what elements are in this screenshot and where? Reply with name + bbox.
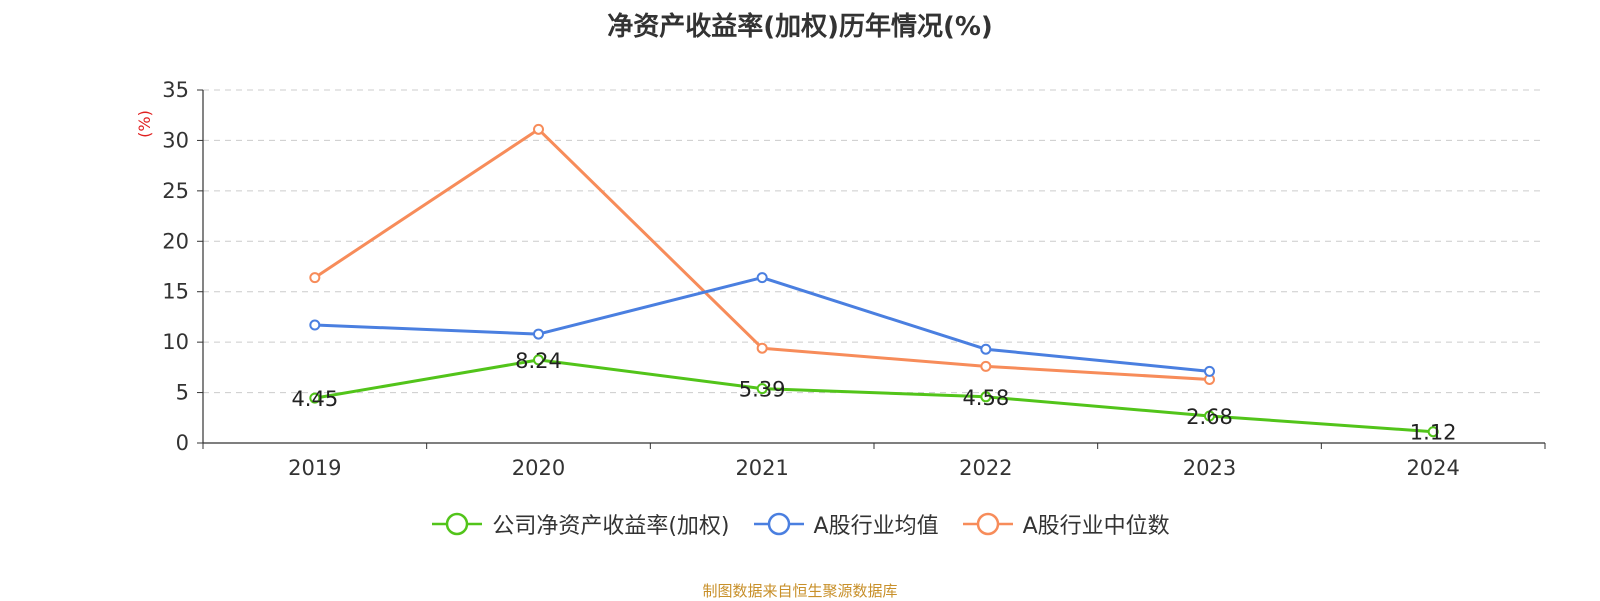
legend-item[interactable]: A股行业中位数 — [961, 508, 1170, 540]
y-tick-label: 25 — [162, 179, 189, 203]
legend-marker-icon — [962, 512, 1013, 536]
data-label: 4.58 — [962, 386, 1009, 410]
y-tick-label: 35 — [162, 78, 189, 102]
x-tick-label: 2022 — [959, 456, 1012, 480]
data-label: 2.68 — [1186, 405, 1233, 429]
data-point — [533, 354, 544, 366]
data-label: 8.24 — [515, 349, 562, 373]
data-point — [533, 123, 544, 135]
data-point — [980, 360, 992, 372]
data-point — [1204, 365, 1215, 377]
chart-legend: 公司净资产收益率(加权) A股行业均值 A股行业中位数 — [0, 508, 1600, 540]
data-point — [1204, 410, 1215, 422]
y-tick-label: 30 — [162, 128, 189, 152]
chart-title: 净资产收益率(加权)历年情况(%) — [607, 12, 993, 42]
legend-marker-icon — [432, 512, 483, 536]
data-point — [756, 272, 768, 284]
legend-item[interactable]: A股行业均值 — [752, 508, 939, 540]
data-label: 4.45 — [291, 387, 338, 411]
y-tick-label: 15 — [162, 280, 189, 304]
data-point — [980, 343, 992, 355]
data-point — [1427, 426, 1439, 438]
x-tick-label: 2023 — [1183, 456, 1236, 480]
data-point — [756, 342, 768, 354]
data-point — [756, 383, 768, 395]
y-tick-label: 20 — [162, 229, 189, 253]
legend-marker-icon — [753, 512, 804, 536]
series-line — [314, 358, 1434, 434]
y-axis-label: (%) — [135, 110, 154, 138]
legend-item[interactable]: 公司净资产收益率(加权) — [430, 508, 730, 540]
x-tick-label: 2020 — [512, 456, 565, 480]
legend-label: A股行业均值 — [813, 514, 939, 539]
source-note: 制图数据来自恒生聚源数据库 — [702, 582, 898, 600]
legend-label: A股行业中位数 — [1022, 514, 1170, 539]
x-tick-label: 2019 — [288, 456, 341, 480]
x-tick-label: 2021 — [735, 456, 788, 480]
y-tick-label: 10 — [162, 330, 189, 354]
data-point — [309, 272, 321, 284]
y-tick-label: 5 — [176, 381, 189, 405]
line-chart: 0 5 10 15 20 25 30 35 2019 2020 2021 2022 2023 2024 (%… — [135, 78, 1546, 480]
data-point — [980, 391, 992, 403]
y-tick-label: 0 — [176, 431, 189, 455]
legend-label: 公司净资产收益率(加权) — [492, 514, 730, 539]
data-label: 5.39 — [739, 378, 786, 402]
x-tick-label: 2024 — [1406, 456, 1459, 480]
data-point — [309, 392, 321, 404]
data-point — [533, 328, 544, 340]
data-label: 1.12 — [1410, 421, 1457, 445]
data-point — [309, 319, 321, 331]
